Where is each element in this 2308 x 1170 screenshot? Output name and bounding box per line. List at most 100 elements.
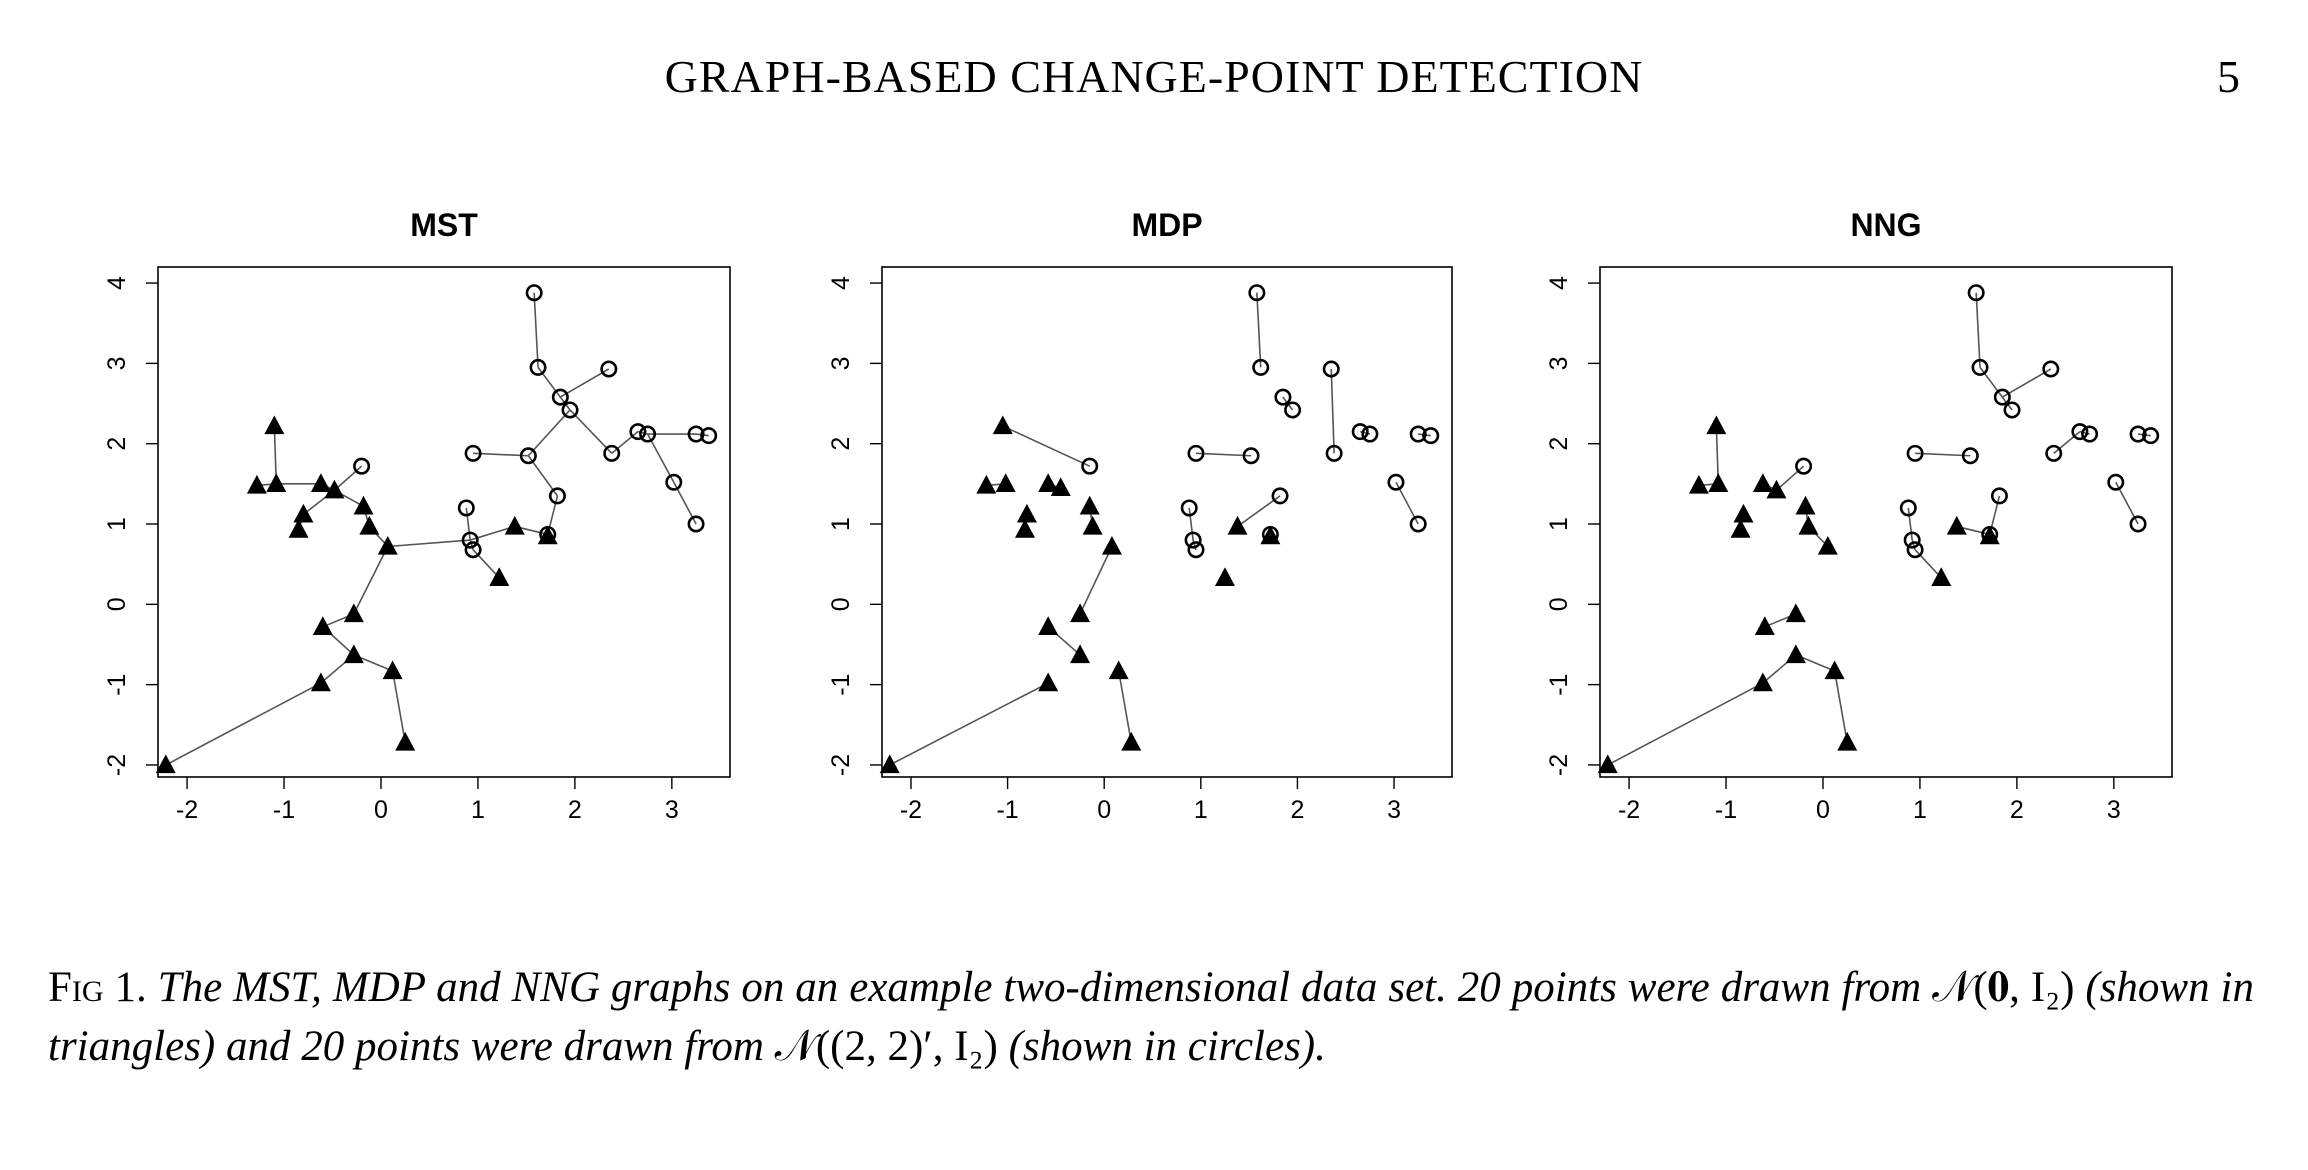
mdp-graph-edge — [1330, 368, 1335, 454]
mst-triangle-point — [343, 644, 364, 664]
mdp-chart-title: MDP — [1131, 207, 1202, 243]
nng-graph-edge — [2001, 368, 2052, 398]
mdp-triangle-point — [1079, 495, 1100, 515]
mst-circle-point — [639, 425, 657, 443]
mst-circle-point — [700, 427, 718, 445]
mst-x-tick-label: 2 — [568, 796, 582, 824]
mdp-circle-point — [1322, 360, 1340, 378]
mdp-triangle-point — [992, 415, 1013, 435]
mst-graph-edge — [611, 431, 639, 454]
mst-y-tick-label: 0 — [103, 597, 131, 611]
mst-circle-point — [687, 425, 705, 443]
mst-circle-point — [548, 487, 566, 505]
mdp-x-tick-label: 0 — [1097, 796, 1111, 824]
nng-x-tick-label: -1 — [1715, 796, 1737, 824]
nng-chart-title: NNG — [1850, 207, 1921, 243]
mst-graph-edge — [569, 409, 613, 454]
mst-plot-frame — [157, 266, 731, 778]
nng-graph-edge — [1975, 292, 1981, 368]
mdp-x-tick-label: 1 — [1194, 796, 1208, 824]
mst-circle-point — [353, 457, 371, 475]
figure-plots: MST -2 -1 0 1 2 3 -2 -1 0 1 2 3 4 MDP -2 -1 0 1 2 3 -2 -1 0 1 2 3 4… — [103, 207, 2173, 824]
mdp-circle-point — [1252, 358, 1270, 376]
nng-triangle-point — [1752, 672, 1773, 692]
mst-y-tick-label: 4 — [103, 276, 131, 290]
nng-triangle-point — [1706, 415, 1727, 435]
mst-graph-edge — [537, 366, 561, 398]
mst-circle-point — [525, 284, 543, 302]
mst-triangle-point — [310, 672, 331, 692]
nng-triangle-point — [1798, 515, 1819, 535]
mst-circle-point — [665, 473, 683, 491]
mst-triangle-point — [246, 474, 267, 494]
nng-x-tick-label: 1 — [1913, 796, 1927, 824]
nng-circle-point — [2071, 423, 2089, 441]
mdp-circle-point — [1274, 388, 1292, 406]
mst-triangle-point — [264, 415, 285, 435]
mdp-triangle-point — [1070, 644, 1091, 664]
mst-circle-point — [561, 401, 579, 419]
nng-graph-edge — [1833, 670, 1849, 743]
nng-circle-point — [1906, 444, 1924, 462]
mst-graph-edge — [333, 465, 363, 491]
figure: MST -2 -1 0 1 2 3 -2 -1 0 1 2 3 4 MDP -2 -1 0 1 2 3 -2 -1 0 1 2 3 4… — [103, 207, 2173, 824]
mst-chart-title: MST — [410, 207, 478, 243]
nng-x-tick-label: 3 — [2107, 796, 2121, 824]
mdp-triangle-point — [1082, 515, 1103, 535]
nng-triangle-point — [1817, 535, 1838, 555]
mdp-circle-point — [1409, 515, 1427, 533]
nng-graph-edge — [1607, 682, 1764, 766]
nng-circle-point — [1981, 525, 1999, 543]
mdp-circle-point — [1261, 525, 1279, 543]
mdp-triangle-point — [995, 473, 1016, 493]
mst-graph-edge — [165, 682, 322, 766]
mst-y-tick-label: -2 — [103, 754, 131, 776]
figure-caption: Fig 1. The MST, MDP and NNG graphs on an… — [48, 958, 2254, 1076]
mst-x-tick-label: -1 — [273, 796, 295, 824]
mst-y-tick-label: -1 — [103, 674, 131, 696]
nng-x-tick-label: -2 — [1618, 796, 1640, 824]
mst-circle-point — [464, 541, 482, 559]
mdp-y-tick-label: 0 — [827, 597, 855, 611]
mst-triangle-point — [288, 519, 309, 538]
nng-circle-point — [1906, 541, 1924, 559]
mdp-x-tick-label: 3 — [1387, 796, 1401, 824]
mdp-y-tick-label: 3 — [827, 356, 855, 370]
mdp-circle-point — [1242, 447, 1260, 465]
nng-circle-point — [2129, 425, 2147, 443]
mst-triangle-point — [504, 515, 525, 535]
mst-circle-point — [539, 525, 557, 543]
mst-graph-edge — [473, 452, 529, 457]
mdp-plot-frame — [881, 266, 1453, 778]
mdp-circle-point — [1284, 401, 1302, 419]
mdp-y-tick-label: 1 — [827, 517, 855, 531]
nng-circle-point — [1795, 457, 1813, 475]
nng-circle-point — [1971, 358, 1989, 376]
mst-x-tick-label: 1 — [471, 796, 485, 824]
nng-circle-point — [1899, 499, 1917, 517]
mdp-triangle-point — [1038, 616, 1059, 635]
nng-triangle-point — [1754, 616, 1775, 635]
mdp-circle-point — [1184, 531, 1202, 549]
mdp-circle-point — [1409, 425, 1427, 443]
mdp-graph-edge — [1256, 292, 1262, 368]
mst-graph-edge — [559, 368, 610, 398]
mdp-triangle-point — [1038, 473, 1059, 493]
mst-graph-edge — [353, 546, 389, 615]
mst-triangle-point — [312, 616, 333, 635]
nng-x-tick-label: 2 — [2010, 796, 2024, 824]
mdp-triangle-point — [1014, 519, 1035, 538]
mst-y-tick-label: 3 — [103, 356, 131, 370]
mst-graph-edge — [472, 549, 500, 579]
mdp-y-tick-label: -1 — [827, 674, 855, 696]
nng-triangle-point — [1837, 731, 1858, 751]
mst-triangle-point — [324, 479, 345, 499]
running-head: GRAPH-BASED CHANGE-POINT DETECTION 5 — [0, 42, 2308, 112]
caption-text-1: The MST, MDP and NNG graphs on an exampl… — [157, 964, 1933, 1011]
nng-circle-point — [2142, 427, 2160, 445]
nng-triangle-point — [1785, 603, 1806, 623]
nng-y-tick-label: 3 — [1545, 356, 1573, 370]
nng-triangle-point — [1795, 495, 1816, 515]
mdp-triangle-point — [1214, 567, 1235, 586]
mst-graph-edge — [527, 409, 571, 457]
